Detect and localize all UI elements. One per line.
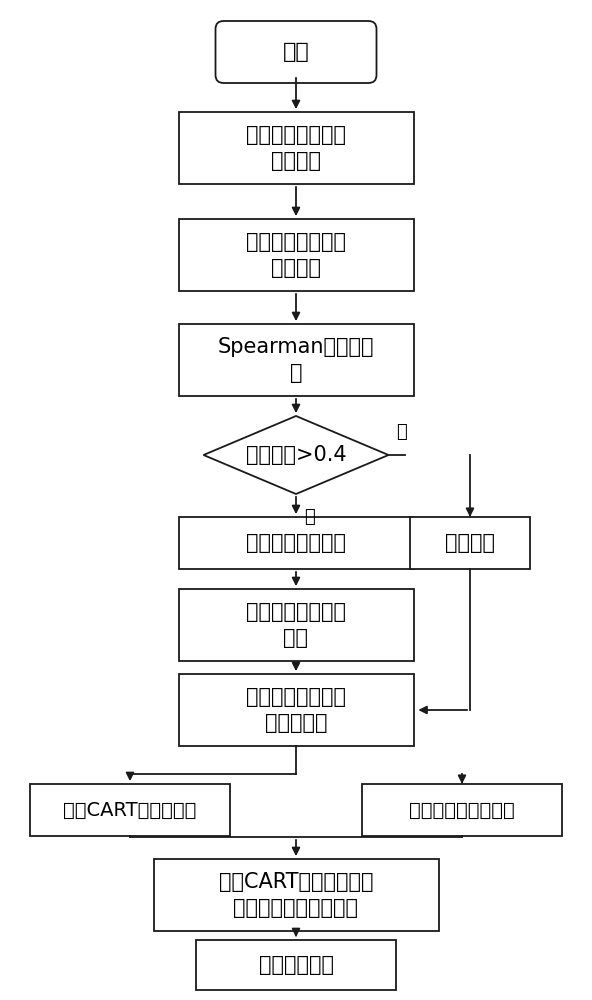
Bar — [410, 517, 530, 569]
Bar — [179, 674, 413, 746]
Bar — [179, 219, 413, 291]
Bar — [179, 589, 413, 661]
Text: 模糊朴素贝叶斯模型: 模糊朴素贝叶斯模型 — [409, 800, 515, 820]
Bar — [30, 784, 230, 836]
Bar — [196, 940, 396, 990]
Bar — [179, 112, 413, 184]
Text: 相关系数>0.4: 相关系数>0.4 — [246, 445, 346, 465]
Text: 独立指标: 独立指标 — [445, 533, 495, 553]
Text: 主成分分析法指标
综合: 主成分分析法指标 综合 — [246, 602, 346, 648]
Text: 构建人体面部皮肤
指标体系: 构建人体面部皮肤 指标体系 — [246, 125, 346, 171]
Text: 是: 是 — [304, 508, 315, 526]
Bar — [153, 859, 439, 931]
Text: 剔除冗余属性的皮
肤指标集合: 剔除冗余属性的皮 肤指标集合 — [246, 687, 346, 733]
Polygon shape — [204, 416, 388, 494]
Text: Spearman秩相关分
析: Spearman秩相关分 析 — [218, 337, 374, 383]
Bar — [362, 784, 562, 836]
Bar — [179, 517, 413, 569]
Text: 改进CART决策树模型: 改进CART决策树模型 — [63, 800, 197, 820]
Text: 中医体质分类: 中医体质分类 — [259, 955, 333, 975]
FancyBboxPatch shape — [215, 21, 377, 83]
Text: 开始: 开始 — [282, 42, 310, 62]
Text: 否: 否 — [397, 423, 407, 441]
Text: 四部位层次分析法
加权综合: 四部位层次分析法 加权综合 — [246, 232, 346, 278]
Text: 改进CART决策树与模糊
朴素贝叶斯模型的组合: 改进CART决策树与模糊 朴素贝叶斯模型的组合 — [219, 872, 373, 918]
Bar — [179, 324, 413, 396]
Text: 强相关性指标集合: 强相关性指标集合 — [246, 533, 346, 553]
